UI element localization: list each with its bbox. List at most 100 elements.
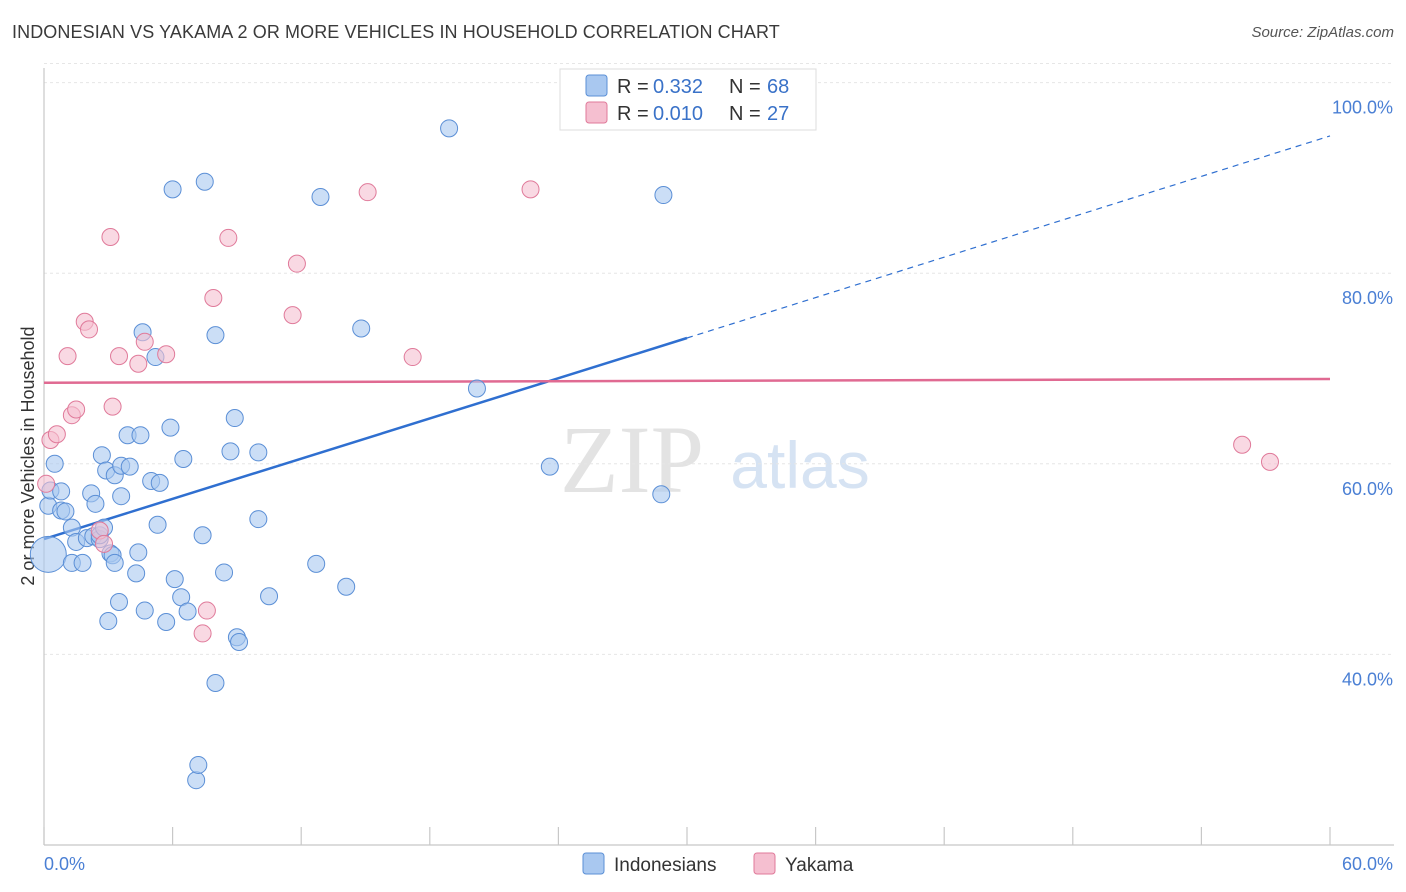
point-yakama-0 xyxy=(37,474,56,493)
point-indonesians-20 xyxy=(99,612,118,631)
point-indonesians-0 xyxy=(29,535,67,573)
point-yakama-24 xyxy=(521,180,540,199)
x-tick-label-max: 60.0% xyxy=(1342,854,1393,874)
y-tick-labels: 40.0% 60.0% 80.0% 100.0% xyxy=(1332,98,1393,690)
point-yakama-3 xyxy=(58,347,77,366)
point-indonesians-31 xyxy=(129,543,148,562)
point-indonesians-54 xyxy=(225,409,244,428)
point-yakama-21 xyxy=(287,254,306,273)
point-indonesians-46 xyxy=(187,771,206,790)
y-tick-label-60: 60.0% xyxy=(1342,479,1393,499)
point-indonesians-67 xyxy=(652,485,671,504)
trend-lines xyxy=(43,135,1331,541)
chart-title: INDONESIAN VS YAKAMA 2 OR MORE VEHICLES … xyxy=(12,22,780,42)
legend-r-value-1: 0.332 xyxy=(653,76,703,98)
point-indonesians-61 xyxy=(311,187,330,206)
point-yakama-5 xyxy=(67,400,86,419)
point-yakama-20 xyxy=(283,306,302,325)
point-indonesians-53 xyxy=(221,442,240,461)
y-tick-label-100: 100.0% xyxy=(1332,98,1393,118)
point-indonesians-41 xyxy=(163,180,182,199)
point-indonesians-57 xyxy=(249,510,268,529)
gridlines xyxy=(44,63,1394,655)
point-indonesians-3 xyxy=(45,454,64,473)
point-indonesians-62 xyxy=(337,577,356,596)
point-indonesians-68 xyxy=(654,186,673,205)
point-indonesians-10 xyxy=(73,553,92,572)
point-indonesians-17 xyxy=(92,446,111,465)
point-indonesians-29 xyxy=(120,457,139,476)
point-yakama-19 xyxy=(219,228,238,247)
axes xyxy=(43,68,1394,846)
x-tick-label-min: 0.0% xyxy=(44,854,85,874)
point-yakama-11 xyxy=(103,397,122,416)
legend-swatch-yakama xyxy=(585,101,608,124)
point-yakama-16 xyxy=(193,624,212,643)
point-indonesians-32 xyxy=(131,426,150,445)
point-indonesians-59 xyxy=(260,587,279,606)
point-indonesians-6 xyxy=(56,502,75,521)
point-yakama-18 xyxy=(204,288,223,307)
point-indonesians-51 xyxy=(206,673,225,692)
legend-n-label-2: N = xyxy=(729,103,761,125)
point-indonesians-64 xyxy=(440,119,459,138)
bottom-legend-swatch-indonesians xyxy=(582,852,605,875)
legend-swatch-indonesians xyxy=(585,74,608,97)
x-ticks xyxy=(43,827,1331,845)
point-indonesians-47 xyxy=(189,755,208,774)
y-axis-label: 2 or more Vehicles in Household xyxy=(18,326,38,585)
point-indonesians-42 xyxy=(165,570,184,589)
point-yakama-22 xyxy=(358,183,377,202)
point-indonesians-50 xyxy=(206,326,225,345)
point-indonesians-34 xyxy=(135,601,154,620)
point-yakama-10 xyxy=(101,227,120,246)
y-tick-label-80: 80.0% xyxy=(1342,288,1393,308)
point-indonesians-56 xyxy=(230,633,249,652)
legend-n-value-1: 68 xyxy=(767,76,789,98)
point-indonesians-30 xyxy=(127,564,146,583)
trend-line-indonesians xyxy=(43,336,688,541)
point-indonesians-45 xyxy=(178,602,197,621)
point-yakama-17 xyxy=(197,601,216,620)
trend-line-extension-indonesians xyxy=(686,135,1331,339)
point-indonesians-26 xyxy=(112,487,131,506)
point-indonesians-65 xyxy=(467,379,486,398)
point-indonesians-66 xyxy=(540,457,559,476)
point-yakama-12 xyxy=(110,347,129,366)
point-indonesians-52 xyxy=(215,563,234,582)
point-indonesians-58 xyxy=(249,443,268,462)
point-indonesians-25 xyxy=(110,592,129,611)
bottom-legend-indonesians: Indonesians xyxy=(614,855,716,876)
source-label: Source: ZipAtlas.com xyxy=(1251,24,1394,41)
point-indonesians-23 xyxy=(105,553,124,572)
trend-line-yakama xyxy=(43,377,1331,385)
data-points xyxy=(29,119,1279,790)
legend-r-label-1: R = xyxy=(617,76,649,98)
point-indonesians-39 xyxy=(157,612,176,631)
point-yakama-15 xyxy=(157,345,176,364)
point-indonesians-60 xyxy=(307,554,326,573)
legend-n-label-1: N = xyxy=(729,76,761,98)
point-indonesians-40 xyxy=(161,418,180,437)
legend-r-label-2: R = xyxy=(617,103,649,125)
point-yakama-14 xyxy=(135,332,154,351)
point-indonesians-37 xyxy=(148,515,167,534)
point-yakama-25 xyxy=(1233,435,1252,454)
point-yakama-26 xyxy=(1260,452,1279,471)
bottom-legend-swatch-yakama xyxy=(753,852,776,875)
y-tick-label-40: 40.0% xyxy=(1342,669,1393,689)
stats-legend: R = 0.332 N = 68 R = 0.010 N = 27 xyxy=(559,68,817,131)
point-yakama-13 xyxy=(129,354,148,373)
point-indonesians-44 xyxy=(174,450,193,469)
point-indonesians-38 xyxy=(150,473,169,492)
watermark: ZIP atlas xyxy=(560,406,870,513)
point-indonesians-49 xyxy=(195,172,214,191)
point-yakama-23 xyxy=(403,348,422,367)
point-yakama-7 xyxy=(80,320,99,339)
point-yakama-9 xyxy=(95,534,114,553)
point-indonesians-14 xyxy=(86,494,105,513)
legend-n-value-2: 27 xyxy=(767,103,789,125)
point-yakama-2 xyxy=(47,425,66,444)
series-legend: Indonesians Yakama xyxy=(582,852,854,876)
